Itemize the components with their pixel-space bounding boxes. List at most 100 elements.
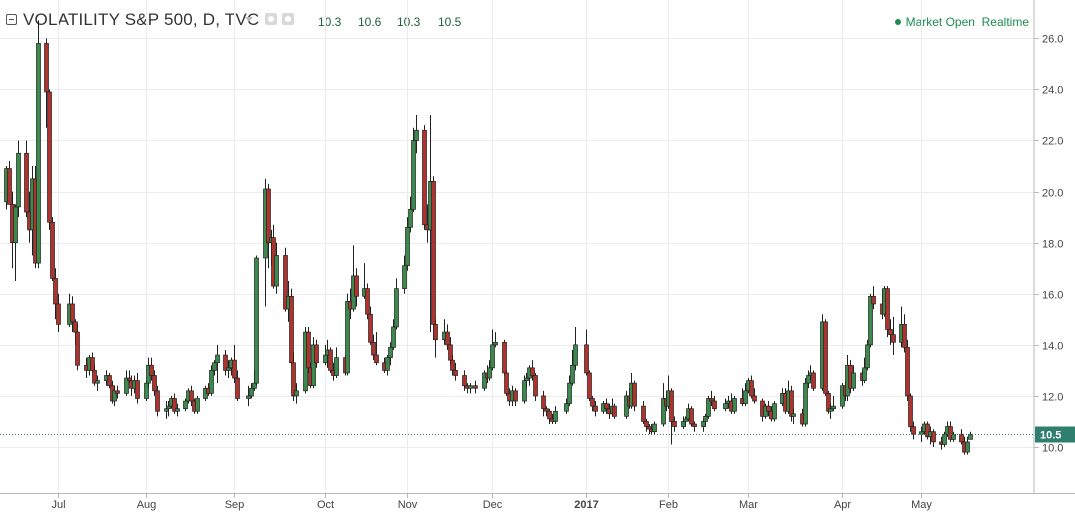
candle-body bbox=[445, 331, 450, 346]
chart-header: VOLATILITY S&P 500, D, TVC 10.3 10.6 10.… bbox=[0, 0, 1075, 40]
candle-body bbox=[828, 408, 833, 412]
candle bbox=[254, 255, 259, 386]
candle-body bbox=[433, 324, 438, 341]
candle bbox=[95, 375, 100, 391]
candle bbox=[294, 383, 299, 404]
candle-body bbox=[530, 367, 535, 376]
settings-gear-icon[interactable] bbox=[282, 13, 294, 25]
candle-body bbox=[44, 43, 49, 93]
candle-body bbox=[752, 395, 757, 402]
candle bbox=[135, 372, 140, 404]
candle-body bbox=[732, 398, 737, 412]
candle-body bbox=[533, 375, 538, 397]
candle-body bbox=[567, 382, 572, 404]
candle-body bbox=[394, 288, 399, 328]
candle-body bbox=[155, 390, 160, 412]
candle-body bbox=[865, 344, 870, 369]
candle-body bbox=[166, 405, 171, 410]
collapse-legend-icon[interactable] bbox=[6, 14, 17, 25]
price-tick-label: 12.0 bbox=[1042, 392, 1063, 404]
candle-body bbox=[274, 255, 279, 287]
candle-body bbox=[391, 326, 396, 348]
candle-body bbox=[209, 370, 214, 394]
candle-body bbox=[604, 403, 609, 410]
candle bbox=[402, 255, 407, 294]
time-tick-label: Feb bbox=[659, 499, 678, 511]
symbol-title[interactable]: VOLATILITY S&P 500, D, TVC bbox=[23, 10, 260, 29]
candle bbox=[354, 268, 359, 307]
candle bbox=[50, 217, 55, 281]
candle-body bbox=[493, 341, 498, 346]
candle-body bbox=[766, 405, 771, 412]
candle-body bbox=[368, 313, 373, 343]
candle bbox=[166, 401, 171, 417]
candle bbox=[422, 125, 427, 230]
candle-body bbox=[175, 408, 180, 412]
market-status: Market Open Realtime bbox=[894, 15, 1029, 29]
time-axis[interactable]: Jul Aug Sep Oct Nov Dec 2017 Feb Mar Apr May bbox=[51, 493, 932, 511]
candle-body bbox=[294, 390, 299, 397]
candle-body bbox=[70, 303, 75, 323]
candle-body bbox=[306, 331, 311, 369]
candle bbox=[965, 436, 970, 455]
candle-body bbox=[502, 341, 507, 374]
price-axis[interactable]: 10.0 12.0 14.0 16.0 18.0 20.0 22.0 24.0 26.0 bbox=[1034, 34, 1063, 455]
candle-body bbox=[891, 334, 896, 343]
candle bbox=[959, 429, 964, 445]
candle bbox=[487, 360, 492, 381]
candle bbox=[706, 395, 711, 419]
candle-body bbox=[107, 375, 112, 387]
candle bbox=[951, 431, 956, 442]
candle bbox=[547, 408, 552, 425]
candle-body bbox=[16, 152, 21, 208]
candle bbox=[75, 324, 80, 371]
grid-lines bbox=[0, 0, 1034, 493]
candle-body bbox=[50, 221, 55, 279]
candle-body bbox=[450, 359, 455, 371]
last-price-label: 10.5 bbox=[1040, 430, 1061, 442]
candle bbox=[13, 204, 18, 281]
candle bbox=[925, 421, 930, 440]
candle-body bbox=[888, 329, 893, 335]
candle bbox=[911, 421, 916, 440]
candle-body bbox=[553, 410, 558, 422]
candle bbox=[672, 416, 677, 432]
candle-body bbox=[468, 385, 473, 389]
candle bbox=[493, 332, 498, 348]
candle-body bbox=[127, 377, 132, 381]
candle bbox=[587, 370, 592, 402]
candle bbox=[703, 413, 708, 427]
candle bbox=[968, 431, 973, 440]
candle bbox=[209, 365, 214, 396]
candle bbox=[749, 375, 754, 399]
candle bbox=[462, 370, 467, 391]
candle bbox=[365, 283, 370, 320]
chevron-down-icon[interactable] bbox=[245, 17, 253, 22]
candle-body bbox=[959, 433, 964, 443]
candle-body bbox=[868, 295, 873, 346]
candle bbox=[885, 286, 890, 338]
candle-body bbox=[172, 398, 177, 412]
candle-body bbox=[490, 344, 495, 369]
candle-body bbox=[365, 288, 370, 315]
time-tick-label: Mar bbox=[739, 499, 758, 511]
candle-body bbox=[47, 91, 52, 223]
eye-icon[interactable] bbox=[265, 13, 277, 25]
candle-body bbox=[75, 331, 80, 366]
candle-body bbox=[223, 354, 228, 371]
candle bbox=[871, 286, 876, 310]
candle-body bbox=[683, 418, 688, 422]
time-tick-label: Aug bbox=[137, 499, 157, 511]
candle-body bbox=[669, 390, 674, 422]
candle bbox=[155, 385, 160, 417]
candle-body bbox=[345, 301, 350, 374]
candle bbox=[223, 349, 228, 376]
candle bbox=[115, 385, 120, 399]
candle-body bbox=[195, 398, 200, 412]
candle-body bbox=[811, 372, 816, 389]
candle-body bbox=[908, 395, 913, 427]
candle-body bbox=[115, 390, 120, 394]
candle bbox=[183, 398, 188, 412]
candle-body bbox=[803, 382, 808, 425]
